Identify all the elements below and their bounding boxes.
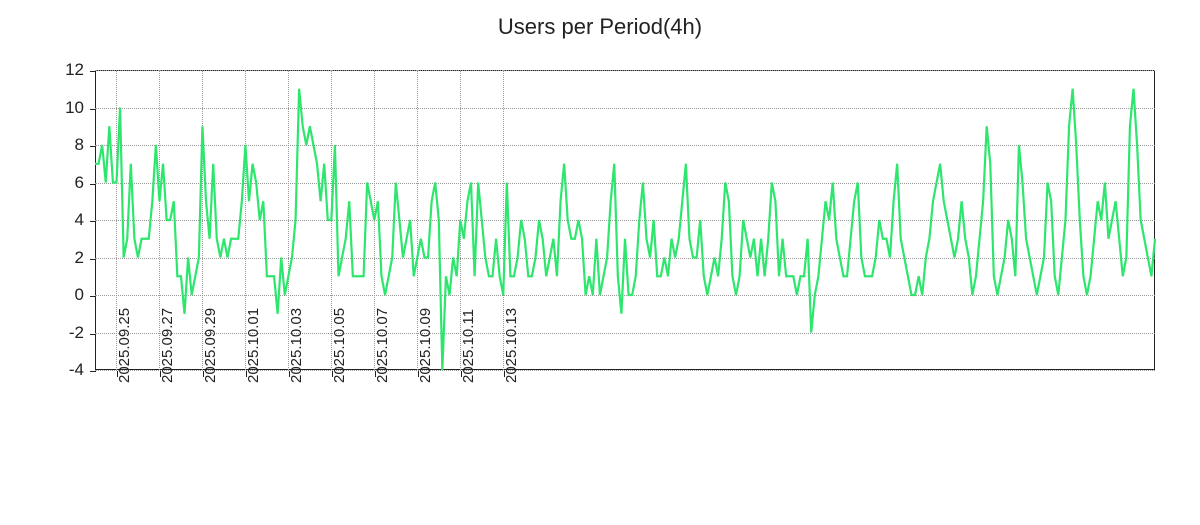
y-axis-tick--4: -4 (54, 360, 84, 380)
y-axis-tick--2: -2 (54, 323, 84, 343)
x-axis-tick-2025.09.25: 2025.09.25 (116, 308, 133, 383)
x-axis-tick-2025.10.13: 2025.10.13 (503, 308, 520, 383)
x-axis-tick-2025.10.05: 2025.10.05 (331, 308, 348, 383)
x-axis-tick-2025.10.01: 2025.10.01 (245, 308, 262, 383)
x-axis-labels: 2025.09.25 2025.09.27 2025.09.29 2025.10.01… (95, 375, 1155, 525)
y-axis-labels: -4 -2 0 2 4 6 8 10 12 (60, 70, 90, 370)
y-axis-tick-8: 8 (54, 135, 84, 155)
y-axis-tick-10: 10 (54, 98, 84, 118)
chart-plot-area: -4 -2 0 2 4 6 8 10 12 2025.09.25 2025.09.27 2025.0… (95, 70, 1155, 370)
y-axis-tick-12: 12 (54, 60, 84, 80)
y-axis-tick-6: 6 (54, 173, 84, 193)
y-axis-tick-2: 2 (54, 248, 84, 268)
chart-title: Users per Period(4h) (0, 14, 1200, 40)
x-axis-tick-2025.10.03: 2025.10.03 (288, 308, 305, 383)
x-axis-tick-2025.10.11: 2025.10.11 (460, 309, 477, 383)
x-axis-tick-2025.09.29: 2025.09.29 (202, 308, 219, 383)
x-axis-tick-2025.10.07: 2025.10.07 (374, 308, 391, 383)
y-axis-tick-4: 4 (54, 210, 84, 230)
x-axis-tick-2025.09.27: 2025.09.27 (159, 308, 176, 383)
y-axis-tick-0: 0 (54, 285, 84, 305)
x-axis-tick-2025.10.09: 2025.10.09 (417, 308, 434, 383)
y-tick-mark--4 (90, 371, 96, 372)
